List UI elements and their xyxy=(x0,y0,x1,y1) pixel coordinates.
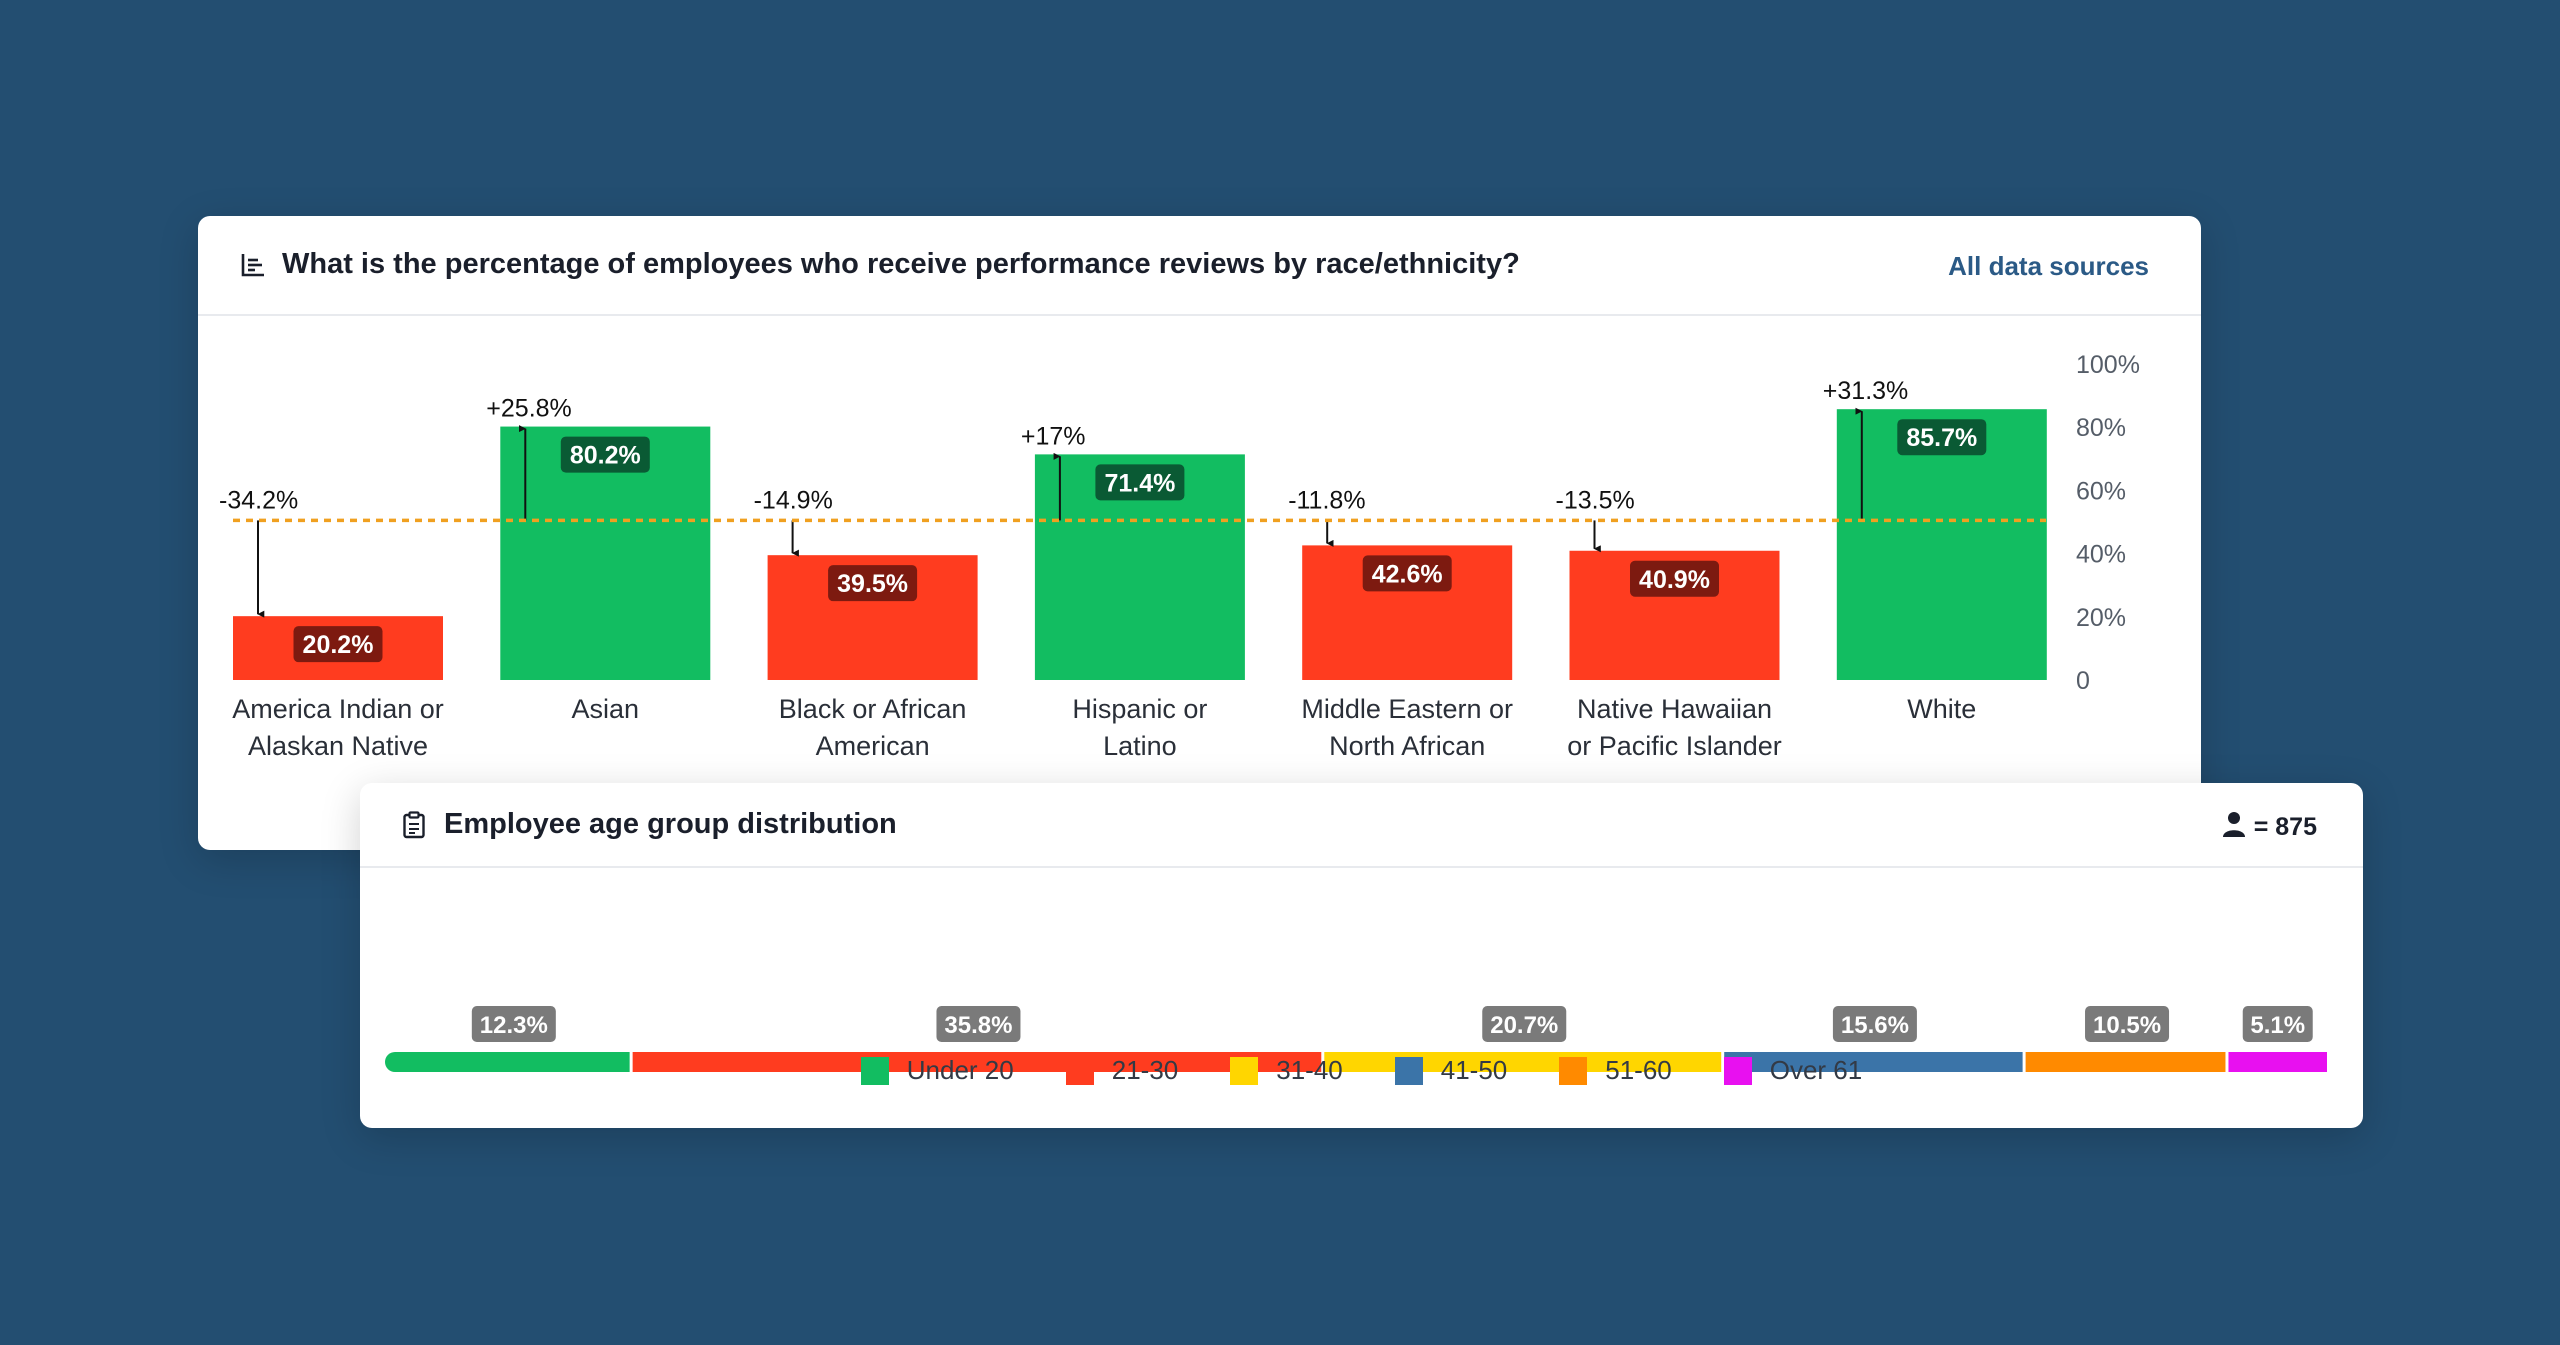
bar-chart-icon xyxy=(240,252,266,283)
y-tick-label: 0 xyxy=(2076,667,2090,695)
age-segment xyxy=(632,1052,1322,1072)
age-segment xyxy=(2025,1052,2226,1072)
y-tick-label: 100% xyxy=(2076,351,2140,379)
age-value-pill xyxy=(1482,1006,1567,1042)
legend-swatch xyxy=(1065,1056,1094,1085)
age-value-label: 20.7% xyxy=(1490,1012,1558,1039)
difference-label: -11.8% xyxy=(1288,486,1365,514)
y-tick-label: 80% xyxy=(2076,414,2126,442)
all-data-sources-link[interactable]: All data sources xyxy=(1948,251,2149,281)
category-label: Native Hawaiian xyxy=(1577,694,1772,724)
legend-item: Under 20 xyxy=(860,1055,1014,1086)
bar-value-pill xyxy=(1362,555,1452,592)
clipboard-icon xyxy=(402,811,426,844)
legend-swatch xyxy=(860,1056,889,1085)
bar-value-pill xyxy=(828,565,918,602)
legend-swatch xyxy=(1394,1056,1423,1085)
legend-label: 51-60 xyxy=(1605,1055,1672,1085)
legend-label: 31-40 xyxy=(1276,1055,1343,1085)
difference-label: -13.5% xyxy=(1556,486,1635,514)
legend-item: 41-50 xyxy=(1394,1055,1508,1086)
category-label: Middle Eastern or xyxy=(1301,694,1513,724)
age-segment xyxy=(1724,1052,2023,1072)
bar-value-label: 20.2% xyxy=(303,631,374,659)
race-card-title: What is the percentage of employees who … xyxy=(282,248,1520,280)
category-label: America Indian or xyxy=(232,694,444,724)
age-value-label: 35.8% xyxy=(944,1012,1012,1039)
y-tick-label: 60% xyxy=(2076,477,2126,505)
age-value-label: 12.3% xyxy=(480,1012,548,1039)
age-value-label: 10.5% xyxy=(2093,1012,2161,1039)
category-label: Black or African xyxy=(779,694,967,724)
y-tick-label: 20% xyxy=(2076,604,2126,632)
legend-swatch xyxy=(1230,1056,1259,1085)
category-label: White xyxy=(1907,694,1976,724)
age-value-label: 15.6% xyxy=(1841,1012,1909,1039)
race-card-header: What is the percentage of employees who … xyxy=(198,216,2201,316)
race-bar-chart: 0 20% 40% 60% 80% 100% 20.2% -34.2% America Indi… xyxy=(219,351,2140,761)
age-legend: Under 20 21-30 31-40 41-50 51-60 Over 61 xyxy=(360,1055,2363,1086)
category-label: Asian xyxy=(572,694,640,724)
legend-label: Under 20 xyxy=(906,1055,1014,1085)
age-value-label: 5.1% xyxy=(2250,1012,2305,1039)
category-label: Latino xyxy=(1103,731,1177,761)
legend-label: Over 61 xyxy=(1769,1055,1863,1085)
age-card-header: Employee age group distribution = 875 xyxy=(360,783,2363,868)
age-value-pill xyxy=(2085,1006,2170,1042)
employee-count: = 875 xyxy=(2222,811,2317,844)
age-stacked-bar: 12.3% 35.8% 20.7% 15.6% 10.5% 5.1% xyxy=(385,1006,2327,1072)
person-icon xyxy=(2222,811,2246,844)
legend-item: Over 61 xyxy=(1723,1055,1863,1086)
difference-label: -14.9% xyxy=(754,486,833,514)
bar-value-pill xyxy=(1897,419,1987,456)
difference-label: -34.2% xyxy=(219,486,298,514)
age-distribution-card: Employee age group distribution = 875 12… xyxy=(360,783,2363,1128)
bar-value-label: 80.2% xyxy=(570,442,641,470)
difference-label: +17% xyxy=(1021,422,1086,450)
category-label: Alaskan Native xyxy=(248,731,428,761)
category-label: North African xyxy=(1329,731,1485,761)
legend-item: 51-60 xyxy=(1559,1055,1672,1086)
age-card-title: Employee age group distribution xyxy=(444,808,897,840)
legend-label: 21-30 xyxy=(1111,1055,1179,1085)
age-segment xyxy=(2228,1052,2327,1072)
legend-label: 41-50 xyxy=(1440,1055,1508,1085)
bar-value-label: 42.6% xyxy=(1372,560,1443,588)
age-value-pill xyxy=(1832,1006,1917,1042)
bar-value-label: 39.5% xyxy=(837,570,908,598)
bar-value-pill xyxy=(560,436,650,473)
legend-item: 31-40 xyxy=(1230,1055,1343,1086)
employee-count-label: = 875 xyxy=(2253,813,2317,841)
category-label: American xyxy=(816,731,930,761)
category-label: or Pacific Islander xyxy=(1567,731,1782,761)
category-label: Hispanic or xyxy=(1072,694,1207,724)
race-performance-card: What is the percentage of employees who … xyxy=(198,216,2201,850)
bar-value-label: 40.9% xyxy=(1639,566,1710,594)
bar-value-label: 71.4% xyxy=(1104,469,1175,497)
difference-label: +25.8% xyxy=(486,395,572,423)
y-tick-label: 40% xyxy=(2076,541,2126,569)
bar-value-pill xyxy=(293,626,383,663)
bar-value-pill xyxy=(1095,464,1185,501)
age-value-pill xyxy=(936,1006,1021,1042)
age-value-pill xyxy=(2242,1006,2313,1042)
bar-start-fill xyxy=(395,1052,405,1072)
legend-item: 21-30 xyxy=(1065,1055,1179,1086)
age-segment xyxy=(1324,1052,1722,1072)
difference-label: +31.3% xyxy=(1823,377,1909,405)
bar-value-label: 85.7% xyxy=(1906,424,1977,452)
age-value-pill xyxy=(471,1006,556,1042)
bar-value-pill xyxy=(1630,560,1719,597)
legend-swatch xyxy=(1723,1056,1752,1085)
age-segment xyxy=(395,1052,630,1072)
legend-swatch xyxy=(1559,1056,1588,1085)
